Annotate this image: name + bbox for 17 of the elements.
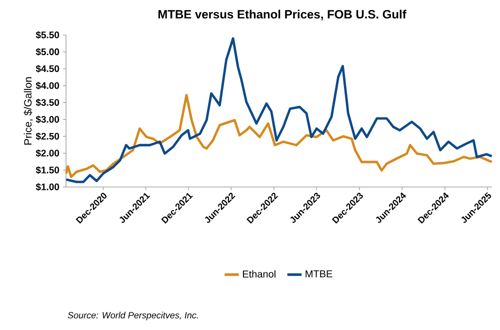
y-tick-label: $2.50 xyxy=(36,132,60,140)
line-series xyxy=(65,94,493,178)
y-tick-label: $3.50 xyxy=(36,98,60,106)
chart-title: MTBE versus Ethanol Prices, FOB U.S. Gulf xyxy=(158,10,406,20)
y-tick-label: $3.00 xyxy=(36,116,60,124)
y-tick-label: $5.00 xyxy=(36,48,60,56)
y-tick-label: $1.50 xyxy=(36,166,60,174)
legend-label: Ethanol xyxy=(242,270,276,278)
y-tick-label: $1.00 xyxy=(36,183,60,191)
source-note: Source: World Perspecitves, Inc. xyxy=(68,312,198,320)
y-tick-label: $4.50 xyxy=(36,64,60,73)
y-tick-label: $5.50 xyxy=(36,31,60,39)
y-axis-title: Price, $/Gallon xyxy=(24,77,33,145)
legend-label: MTBE xyxy=(306,270,332,278)
y-tick-label: $2.00 xyxy=(36,149,60,158)
line-series xyxy=(65,37,493,184)
y-tick-label: $4.00 xyxy=(36,82,60,90)
